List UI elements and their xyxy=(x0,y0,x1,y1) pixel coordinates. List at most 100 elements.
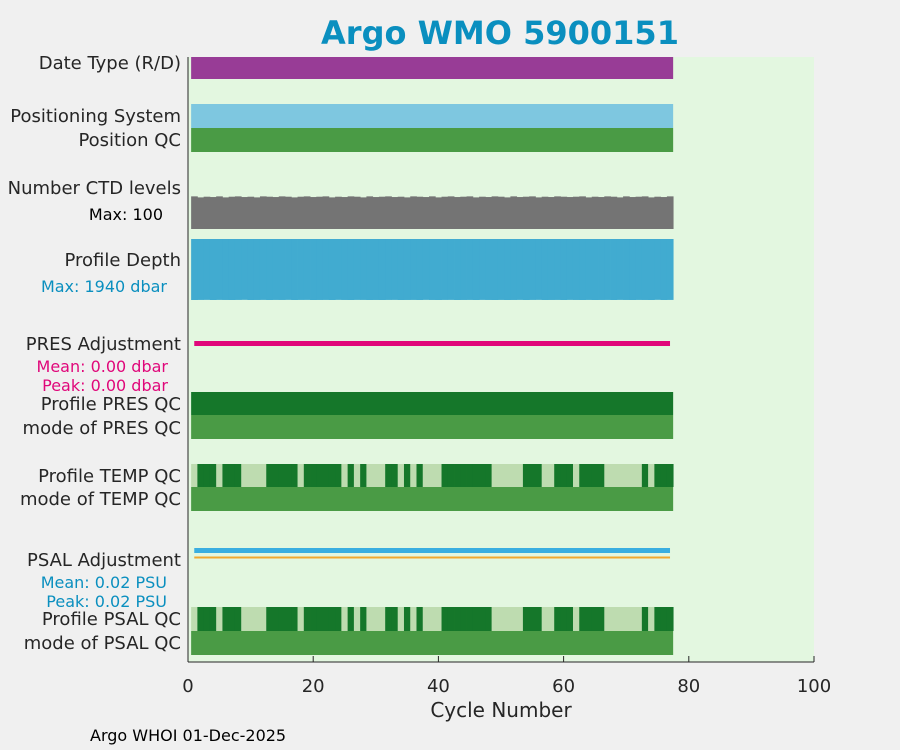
qc-cell-profile-temp-qc xyxy=(616,464,624,487)
qc-cell-profile-temp-qc xyxy=(191,464,198,487)
profile-depth-bar xyxy=(259,239,267,300)
qc-cell-profile-temp-qc xyxy=(535,464,543,487)
ctd-level-bar xyxy=(416,196,424,229)
qc-cell-profile-psal-qc xyxy=(635,607,643,631)
x-tick-label: 80 xyxy=(677,676,700,697)
qc-cell-profile-psal-qc xyxy=(547,607,555,631)
qc-cell-profile-temp-qc xyxy=(435,464,442,487)
qc-cell-profile-temp-qc xyxy=(297,464,305,487)
qc-cell-profile-psal-qc xyxy=(522,607,530,631)
row-label-mode-pres-qc: mode of PRES QC xyxy=(23,418,181,439)
bar-mode-temp-qc xyxy=(191,487,674,511)
ctd-level-bar xyxy=(297,196,305,229)
ctd-level-bar xyxy=(560,196,568,229)
profile-depth-bar xyxy=(222,239,230,300)
qc-cell-profile-temp-qc xyxy=(547,464,555,487)
ctd-level-bar xyxy=(209,197,217,229)
x-tick-label: 20 xyxy=(302,676,325,697)
qc-cell-profile-temp-qc xyxy=(660,464,668,487)
x-tick-label: 0 xyxy=(182,676,193,697)
x-tick-label: 100 xyxy=(797,676,831,697)
qc-cell-profile-temp-qc xyxy=(303,464,311,487)
profile-depth-bar xyxy=(429,239,436,300)
ctd-level-bar xyxy=(460,196,467,229)
ctd-level-bar xyxy=(485,197,493,229)
bar-positioning-system xyxy=(191,104,674,128)
ctd-level-bar xyxy=(541,196,549,229)
qc-cell-profile-psal-qc xyxy=(353,607,361,631)
row-label-profile-depth: Profile Depth xyxy=(64,250,181,271)
ctd-level-bar xyxy=(385,196,392,229)
qc-cell-profile-psal-qc xyxy=(579,607,586,631)
footer-text: Argo WHOI 01-Dec-2025 xyxy=(90,726,286,745)
qc-cell-profile-temp-qc xyxy=(341,464,349,487)
profile-depth-bar xyxy=(303,239,311,300)
profile-depth-bar xyxy=(447,239,455,300)
qc-cell-profile-temp-qc xyxy=(234,464,242,487)
qc-cell-profile-temp-qc xyxy=(585,464,593,487)
qc-cell-profile-psal-qc xyxy=(316,607,323,631)
profile-depth-bar xyxy=(234,239,242,300)
profile-depth-bar xyxy=(460,239,467,300)
qc-cell-profile-temp-qc xyxy=(566,464,574,487)
qc-cell-profile-psal-qc xyxy=(285,607,292,631)
profile-depth-bar xyxy=(629,239,636,300)
profile-depth-bar xyxy=(203,239,211,300)
ctd-level-bar xyxy=(516,197,524,229)
profile-depth-bar xyxy=(579,239,586,300)
qc-cell-profile-psal-qc xyxy=(347,607,355,631)
qc-cell-profile-psal-qc xyxy=(572,607,580,631)
profile-depth-bar xyxy=(310,239,317,300)
qc-cell-profile-psal-qc xyxy=(310,607,317,631)
qc-cell-profile-psal-qc xyxy=(203,607,211,631)
x-tick-label: 40 xyxy=(427,676,450,697)
profile-depth-bar xyxy=(197,239,205,300)
ctd-level-bar xyxy=(403,197,411,229)
profile-depth-bar xyxy=(535,239,543,300)
qc-cell-profile-psal-qc xyxy=(454,607,461,631)
profile-depth-bar xyxy=(366,239,374,300)
profile-depth-bar xyxy=(272,239,280,300)
profile-depth-bar xyxy=(497,239,505,300)
profile-depth-bar xyxy=(547,239,555,300)
pres-peak-note: Peak: 0.00 dbar xyxy=(42,376,168,395)
qc-cell-profile-psal-qc xyxy=(616,607,624,631)
chart-title: Argo WMO 5900151 xyxy=(321,14,679,52)
ctd-level-bar xyxy=(616,197,624,229)
qc-cell-profile-temp-qc xyxy=(222,464,230,487)
qc-cell-profile-psal-qc xyxy=(591,607,599,631)
profile-depth-bar xyxy=(485,239,493,300)
qc-cell-profile-temp-qc xyxy=(209,464,217,487)
profile-depth-bar xyxy=(316,239,323,300)
ctd-level-bar xyxy=(472,197,480,229)
data-marks xyxy=(191,57,674,655)
qc-cell-profile-psal-qc xyxy=(241,607,248,631)
qc-cell-profile-psal-qc xyxy=(191,607,198,631)
qc-cell-profile-psal-qc xyxy=(598,607,605,631)
ctd-level-bar xyxy=(303,196,311,229)
profile-depth-bar xyxy=(297,239,305,300)
profile-depth-bar xyxy=(566,239,574,300)
qc-cell-profile-temp-qc xyxy=(641,464,649,487)
qc-cell-profile-temp-qc xyxy=(666,464,674,487)
qc-cell-profile-psal-qc xyxy=(560,607,568,631)
ctd-level-bar xyxy=(285,196,292,229)
qc-cell-profile-psal-qc xyxy=(385,607,392,631)
ctd-level-bar xyxy=(278,196,286,229)
ctd-level-bar xyxy=(598,197,605,229)
qc-cell-profile-temp-qc xyxy=(497,464,505,487)
qc-cell-profile-temp-qc xyxy=(247,464,255,487)
qc-cell-profile-psal-qc xyxy=(535,607,543,631)
profile-depth-bar xyxy=(378,239,386,300)
profile-depth-bar xyxy=(591,239,599,300)
qc-cell-profile-psal-qc xyxy=(504,607,511,631)
row-label-position-qc: Position QC xyxy=(78,130,181,151)
ctd-level-bar xyxy=(228,196,236,229)
ctd-level-bar xyxy=(316,196,323,229)
qc-cell-profile-psal-qc xyxy=(253,607,261,631)
qc-cell-profile-temp-qc xyxy=(272,464,280,487)
ctd-level-bar xyxy=(635,196,643,229)
qc-cell-profile-psal-qc xyxy=(435,607,442,631)
row-label-positioning-system: Positioning System xyxy=(10,106,181,127)
profile-depth-bar xyxy=(654,239,662,300)
